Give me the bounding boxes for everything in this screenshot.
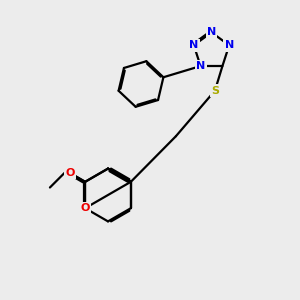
Text: N: N <box>196 61 205 71</box>
Text: S: S <box>211 85 219 96</box>
Text: N: N <box>207 27 216 38</box>
Text: N: N <box>225 40 234 50</box>
Text: N: N <box>189 40 198 50</box>
Text: O: O <box>80 203 90 213</box>
Text: O: O <box>65 168 75 178</box>
